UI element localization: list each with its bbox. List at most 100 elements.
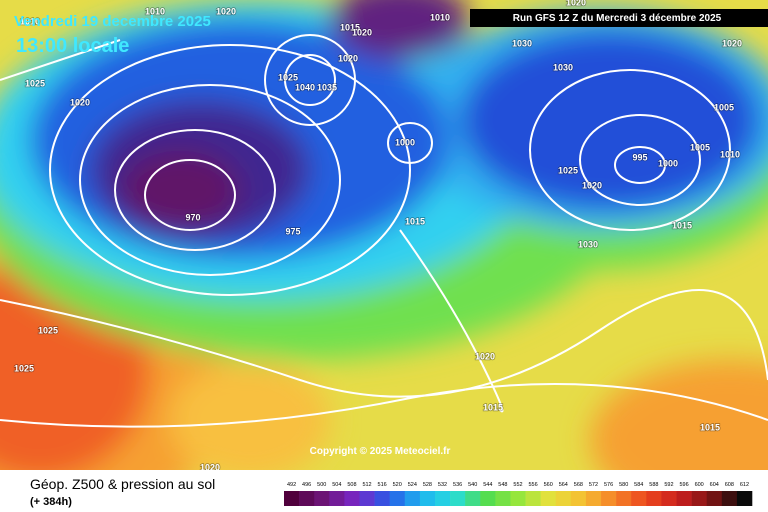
scale-label: 588	[649, 482, 658, 488]
isobar-label: 1010	[430, 12, 450, 22]
scale-swatch	[646, 491, 662, 506]
scale-label: 536	[453, 482, 462, 488]
isobar-label: 1020	[722, 38, 742, 48]
scale-label: 528	[423, 482, 432, 488]
scale-swatch	[404, 491, 421, 506]
scale-label: 544	[483, 482, 492, 488]
scale-label: 608	[725, 482, 734, 488]
scale-label: 548	[498, 482, 507, 488]
scale-label: 572	[589, 482, 598, 488]
scale-swatch	[329, 491, 345, 506]
lead-time: (+ 384h)	[30, 496, 72, 508]
run-info: Run GFS 12 Z du Mercredi 3 décembre 2025	[513, 13, 722, 24]
scale-swatch	[661, 491, 677, 506]
scale-swatch	[631, 491, 647, 506]
copyright: Copyright © 2025 Meteociel.fr	[310, 446, 451, 457]
isobar-label: 1025	[558, 165, 578, 175]
scale-label: 568	[574, 482, 583, 488]
scale-label: 596	[679, 482, 688, 488]
scale-swatch	[314, 491, 330, 506]
isobar-label: 1020	[70, 97, 90, 107]
scale-label: 540	[468, 482, 477, 488]
scale-label: 496	[302, 482, 311, 488]
scale-swatch	[389, 491, 406, 506]
isobar-label: 1020	[200, 462, 220, 472]
scale-label: 504	[332, 482, 341, 488]
isobar-label: 1020	[352, 27, 372, 37]
isobar-label: 1030	[512, 38, 532, 48]
scale-swatch	[299, 491, 315, 506]
scale-swatch	[585, 491, 602, 506]
scale-swatch	[570, 491, 587, 506]
isobar-label: 995	[632, 152, 647, 162]
scale-swatch	[359, 491, 375, 506]
scale-swatch	[736, 491, 753, 506]
scale-swatch	[601, 491, 617, 506]
isobar-label: 1020	[475, 351, 495, 361]
isobars	[0, 34, 768, 428]
isobar-label: 1015	[672, 220, 692, 230]
scale-label: 600	[695, 482, 704, 488]
scale-swatch	[344, 491, 360, 506]
isobar-label: 1035	[317, 82, 337, 92]
scale-label: 604	[710, 482, 719, 488]
footer-title: Géop. Z500 & pression au sol	[30, 476, 215, 492]
isobar-label: 1025	[278, 72, 298, 82]
isobar-label: 970	[185, 212, 200, 222]
isobar-label: 1025	[14, 363, 34, 373]
isobar-label: 1015	[405, 216, 425, 226]
scale-label: 516	[378, 482, 387, 488]
run-box	[470, 9, 768, 27]
forecast-time: 13:00 locale	[16, 35, 129, 57]
isobar-label: 1010	[145, 6, 165, 16]
scale-swatch	[480, 491, 496, 506]
isobar-label: 1020	[216, 6, 236, 16]
isobar-label: 1020	[338, 53, 358, 63]
scale-swatch	[721, 491, 738, 506]
isobar-label: 1010	[20, 16, 40, 26]
scale-label: 576	[604, 482, 613, 488]
scale-label: 560	[544, 482, 553, 488]
scale-swatch	[676, 491, 692, 506]
scale-swatch	[284, 491, 300, 506]
isobar-label: 975	[285, 226, 300, 236]
isobar-label: 1025	[38, 325, 58, 335]
scale-label: 532	[438, 482, 447, 488]
scale-label: 564	[559, 482, 568, 488]
scale-swatch	[706, 491, 723, 506]
scale-swatch	[555, 491, 572, 506]
scale-label: 556	[529, 482, 538, 488]
isobar-label: 1000	[658, 158, 678, 168]
scale-label: 524	[408, 482, 417, 488]
scale-label: 612	[740, 482, 749, 488]
isobar-label: 1020	[566, 0, 586, 7]
isobar-label: 1020	[582, 180, 602, 190]
isobar-label: 1030	[553, 62, 573, 72]
scale-swatch	[450, 491, 466, 506]
scale-label: 520	[393, 482, 402, 488]
scale-swatch	[465, 491, 481, 506]
scale-swatch	[495, 491, 511, 506]
isobar-label: 1015	[700, 422, 720, 432]
scale-swatch	[374, 491, 390, 506]
isobar-label: 1015	[340, 22, 360, 32]
scale-label: 552	[513, 482, 522, 488]
scale-swatch	[434, 491, 451, 506]
isobar-label: 1015	[483, 402, 503, 412]
scale-label: 500	[317, 482, 326, 488]
scale-swatch	[691, 491, 708, 506]
color-scale: 492 496 500 504 508 512 516 520 524 528 532 536 540 5…	[284, 482, 753, 506]
isobar-label: 1005	[714, 102, 734, 112]
scale-label: 512	[362, 482, 371, 488]
isobar-label: 1030	[578, 239, 598, 249]
isobar-label: 1000	[395, 137, 415, 147]
scale-swatch	[525, 491, 541, 506]
isobar-label: 1010	[720, 149, 740, 159]
scale-label: 580	[619, 482, 628, 488]
forecast-date: Vendredi 19 decembre 2025	[14, 13, 211, 30]
scale-swatch	[510, 491, 526, 506]
isobar-label: 1025	[25, 78, 45, 88]
scale-label: 492	[287, 482, 296, 488]
